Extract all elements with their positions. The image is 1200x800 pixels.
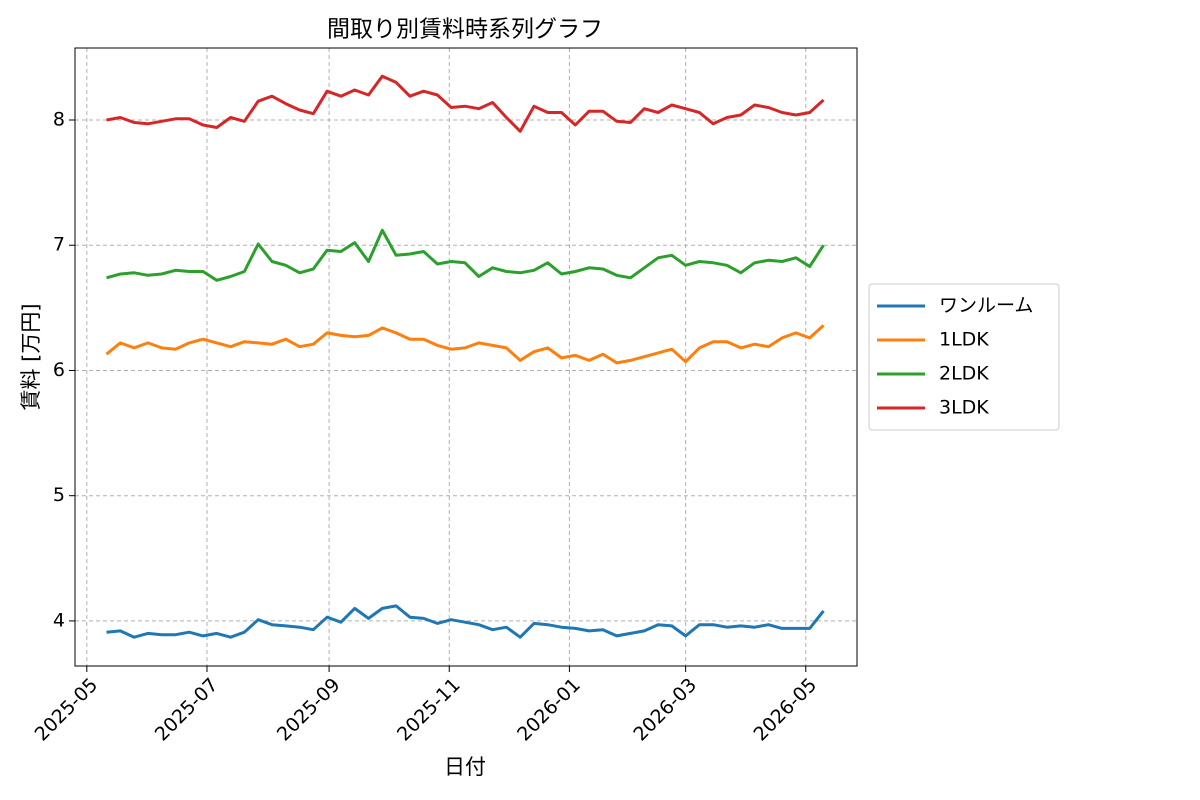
x-axis-label: 日付	[444, 755, 486, 779]
x-tick-label: 2025-11	[393, 674, 465, 746]
x-tick-label: 2026-05	[750, 674, 822, 746]
legend-label: 2LDK	[939, 363, 989, 385]
y-tick-label: 6	[53, 359, 65, 381]
y-tick-label: 7	[53, 234, 65, 256]
series-line	[106, 74, 825, 133]
legend-label: 3LDK	[939, 397, 989, 419]
plot-frame	[74, 47, 858, 667]
x-tick-label: 2026-03	[629, 674, 701, 746]
y-tick-label: 4	[53, 609, 65, 631]
chart-title: 間取り別賃料時系列グラフ	[327, 17, 603, 43]
y-tick-label: 8	[53, 109, 65, 131]
x-tick-label: 2025-07	[151, 674, 223, 746]
legend: ワンルーム 1LDK 2LDK 3LDK	[868, 283, 1060, 431]
legend-label: ワンルーム	[939, 295, 1033, 317]
y-axis-label: 賃料 [万円]	[19, 303, 43, 410]
legend-label: 1LDK	[939, 329, 989, 351]
x-tick-label: 2025-09	[273, 674, 345, 746]
x-tick-label: 2026-01	[513, 674, 585, 746]
x-tick-label: 2025-05	[31, 674, 103, 746]
y-tick-label: 5	[53, 484, 65, 506]
series-line	[105, 324, 825, 365]
series-line	[106, 604, 825, 639]
legend-box	[868, 283, 1060, 431]
series-line	[106, 228, 825, 282]
